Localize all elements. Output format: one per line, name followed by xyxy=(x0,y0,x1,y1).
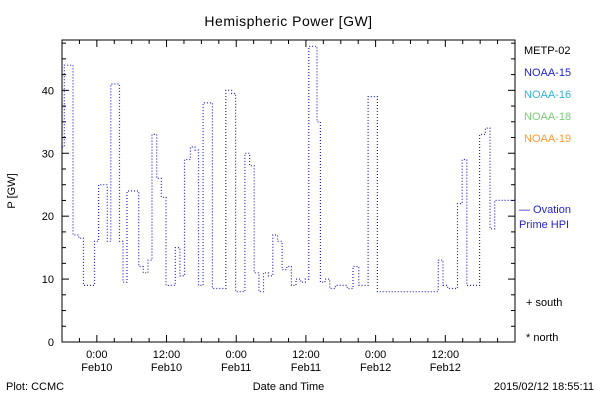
plot-credit: Plot: CCMC xyxy=(6,381,65,393)
svg-text:12:00: 12:00 xyxy=(292,349,320,361)
legend-item-noaa19: NOAA-19 xyxy=(524,133,572,145)
svg-text:10: 10 xyxy=(42,274,54,286)
svg-text:12:00: 12:00 xyxy=(153,349,181,361)
svg-text:Feb10: Feb10 xyxy=(151,362,182,374)
satellite-legend: METP-02 NOAA-15 NOAA-16 NOAA-18 NOAA-19 xyxy=(524,40,571,150)
north-marker-legend: * north xyxy=(526,332,559,344)
svg-text:0:00: 0:00 xyxy=(86,349,107,361)
ovation-label-line1: — Ovation xyxy=(519,204,571,216)
ovation-label-line2: Prime HPI xyxy=(519,219,570,231)
svg-text:30: 30 xyxy=(42,148,54,160)
x-axis: 0:00Feb1012:00Feb100:00Feb1112:00Feb110:… xyxy=(61,40,516,374)
svg-text:0:00: 0:00 xyxy=(365,349,386,361)
svg-text:40: 40 xyxy=(42,85,54,97)
south-marker-legend: + south xyxy=(526,297,563,309)
chart-title: Hemispheric Power [GW] xyxy=(204,13,373,29)
svg-text:Feb11: Feb11 xyxy=(291,362,321,374)
legend-item-noaa15: NOAA-15 xyxy=(524,67,572,79)
plot-frame xyxy=(61,39,516,343)
x-axis-title: Date and Time xyxy=(252,381,325,393)
svg-text:Feb10: Feb10 xyxy=(81,362,112,374)
legend-item-noaa16: NOAA-16 xyxy=(524,89,572,101)
legend-item-metp02: METP-02 xyxy=(524,45,571,57)
svg-text:0: 0 xyxy=(48,337,54,349)
legend-item-noaa18: NOAA-18 xyxy=(524,111,572,123)
svg-text:20: 20 xyxy=(42,211,54,223)
svg-text:0:00: 0:00 xyxy=(226,349,247,361)
y-axis: 0 10 20 30 40 xyxy=(42,42,515,349)
plot-timestamp: 2015/02/12 18:55:11 xyxy=(493,381,594,393)
svg-text:Feb11: Feb11 xyxy=(221,362,251,374)
svg-text:Feb12: Feb12 xyxy=(430,362,461,374)
ovation-prime-hpi-label: — Ovation Prime HPI xyxy=(519,203,571,233)
svg-text:12:00: 12:00 xyxy=(432,349,460,361)
hpi-line xyxy=(62,45,515,293)
svg-text:Feb12: Feb12 xyxy=(360,362,391,374)
